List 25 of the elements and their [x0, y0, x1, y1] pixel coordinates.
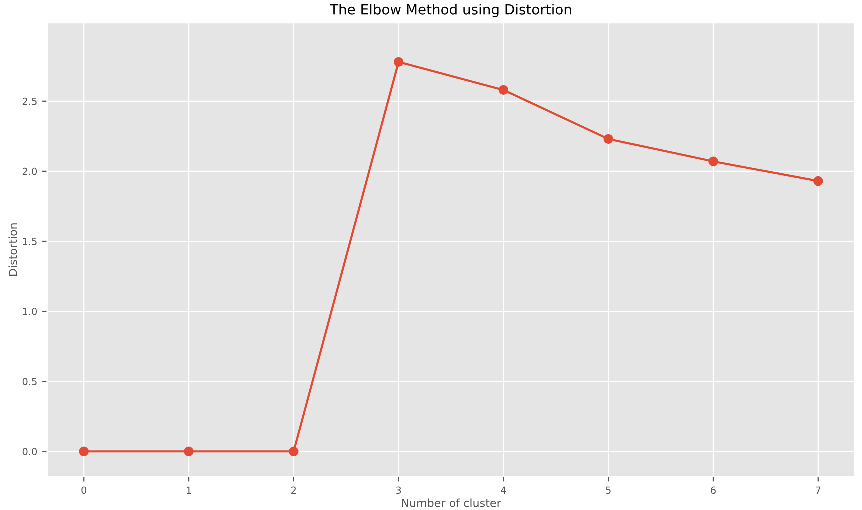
point: [604, 134, 614, 144]
x-tick-label: 6: [711, 486, 716, 494]
y-axis-title: Distortion: [8, 224, 18, 276]
point: [289, 446, 299, 456]
y-tick-label: 0.5: [22, 378, 37, 386]
y-tick-label: 1.0: [23, 308, 38, 316]
point: [184, 446, 194, 456]
point: [79, 446, 89, 456]
point: [498, 85, 509, 96]
x-tick-label: 1: [186, 486, 192, 494]
y-tick-label: 2.0: [22, 168, 38, 176]
x-axis-title: Number of cluster: [402, 498, 502, 508]
x-tick-label: 5: [606, 486, 611, 494]
point: [394, 57, 404, 68]
x-tick-label: 2: [292, 486, 296, 494]
x-tick-label: 0: [82, 486, 87, 494]
point: [814, 176, 824, 186]
y-tick-label: 1.5: [23, 238, 37, 246]
point: [708, 156, 718, 167]
x-tick-label: 7: [816, 486, 821, 494]
y-tick-label: 0.0: [22, 448, 38, 456]
y-tick-label: 2.5: [22, 98, 37, 106]
x-tick-label: 4: [501, 486, 506, 494]
x-tick-label: 3: [396, 486, 402, 494]
chart-title: The Elbow Method using Distortion: [330, 4, 572, 18]
